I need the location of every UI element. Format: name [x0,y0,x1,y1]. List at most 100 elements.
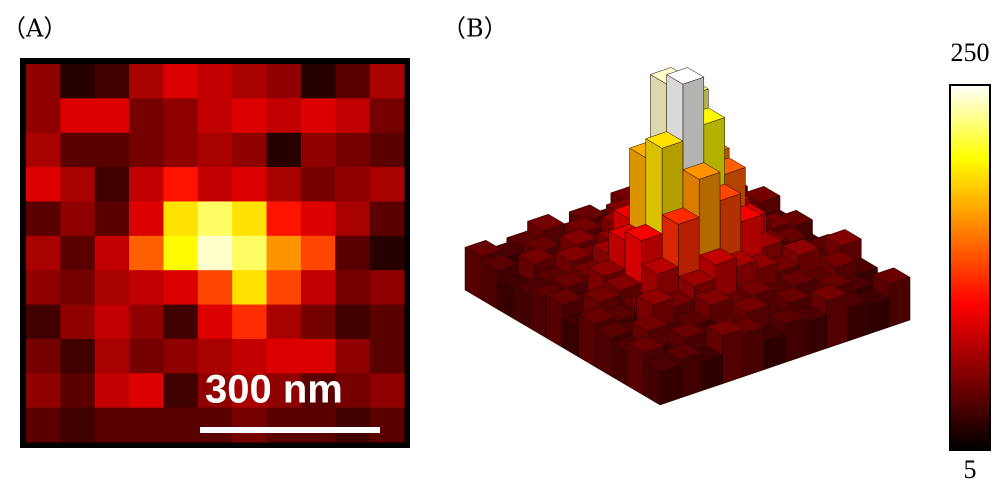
heatmap-cell [129,64,164,99]
panel-label: （A） [2,15,67,43]
heatmap-cell [335,270,370,305]
heatmap-cell [26,270,61,305]
heatmap-cell [26,133,61,168]
heatmap-cell [60,98,95,133]
heatmap-cell [129,133,164,168]
heatmap-cell [370,133,405,168]
heatmap-cell [60,201,95,236]
heatmap-cell [267,98,302,133]
heatmap-cell [232,270,267,305]
heatmap-cell [370,236,405,271]
heatmap-cell [232,133,267,168]
heatmap-cell [163,305,198,340]
heatmap-cell [129,305,164,340]
bar-face [681,353,702,398]
heatmap-cell [129,408,164,443]
heatmap-cell [370,270,405,305]
heatmap-cell [232,64,267,99]
heatmap-cell [267,167,302,202]
heatmap-cell [60,270,95,305]
heatmap-cell [26,408,61,443]
heatmap-cell [163,270,198,305]
heatmap-cell [198,305,233,340]
colorbar-tick-label: 250 [951,38,990,67]
bar [644,355,681,405]
heatmap-cell [163,339,198,374]
heatmap-cell [335,201,370,236]
heatmap-cell [198,133,233,168]
heatmap-cell [129,270,164,305]
heatmap-cell [267,270,302,305]
heatmap-cell [95,167,130,202]
heatmap-cell [60,133,95,168]
heatmap-cell [95,201,130,236]
heatmap-cell [60,305,95,340]
heatmap-cell [95,270,130,305]
heatmap-cell [26,64,61,99]
heatmap-cell [95,98,130,133]
heatmap-cell [370,339,405,374]
heatmap-cell [60,167,95,202]
bar3d [465,67,910,405]
heatmap-cell [26,305,61,340]
heatmap-cell [129,167,164,202]
heatmap-cell [163,373,198,408]
bar-face [827,294,848,349]
heatmap-cell [95,305,130,340]
heatmap-cell [95,408,130,443]
heatmap-cell [301,408,336,443]
scale-bar-label: 300 nm [205,368,343,412]
heatmap-cell [60,339,95,374]
heatmap-cell [370,373,405,408]
heatmap-cell [60,373,95,408]
heatmap-cell [267,64,302,99]
heatmap-cell [129,236,164,271]
heatmap-cell [301,201,336,236]
heatmap-cell [198,408,233,443]
heatmap-cell [370,167,405,202]
heatmap-cell [26,201,61,236]
heatmap-cell [335,64,370,99]
bar-face [723,329,744,384]
heatmap-cell [267,201,302,236]
heatmap-cell [129,201,164,236]
heatmap-cell [370,64,405,99]
heatmap-cell [95,133,130,168]
bar-face [743,327,764,377]
heatmap-cell [163,236,198,271]
heatmap-cell [26,373,61,408]
heatmap-cell [232,305,267,340]
heatmap-cell [198,236,233,271]
heatmap-cell [370,408,405,443]
heatmap-cell [335,236,370,271]
heatmap-cell [163,167,198,202]
heatmap-cell [26,167,61,202]
heatmap-cell [163,98,198,133]
heatmap-cell [60,236,95,271]
bar-face [889,277,910,327]
heatmap-cell [232,236,267,271]
heatmap-cell [198,201,233,236]
heatmap-cell [95,373,130,408]
heatmap-cell [301,236,336,271]
heatmap-cell [26,236,61,271]
heatmap-cell [198,270,233,305]
heatmap-cell [129,373,164,408]
heatmap-cell [163,408,198,443]
heatmap-cell [370,98,405,133]
heatmap-cell [267,133,302,168]
heatmap-cell [301,167,336,202]
heatmap-cell [198,64,233,99]
heatmap-cell [301,98,336,133]
heatmap-cell [335,133,370,168]
heatmap-cell [267,408,302,443]
heatmap-cell [198,167,233,202]
figure: （A） （B） 300 nm 5250 [0,0,995,485]
heatmap-cell [232,408,267,443]
panel-label: （B） [442,15,508,43]
heatmap-cell [163,201,198,236]
heatmap-cell [26,339,61,374]
colorbar [950,85,990,450]
heatmap-cell [163,133,198,168]
heatmap-cell [301,133,336,168]
